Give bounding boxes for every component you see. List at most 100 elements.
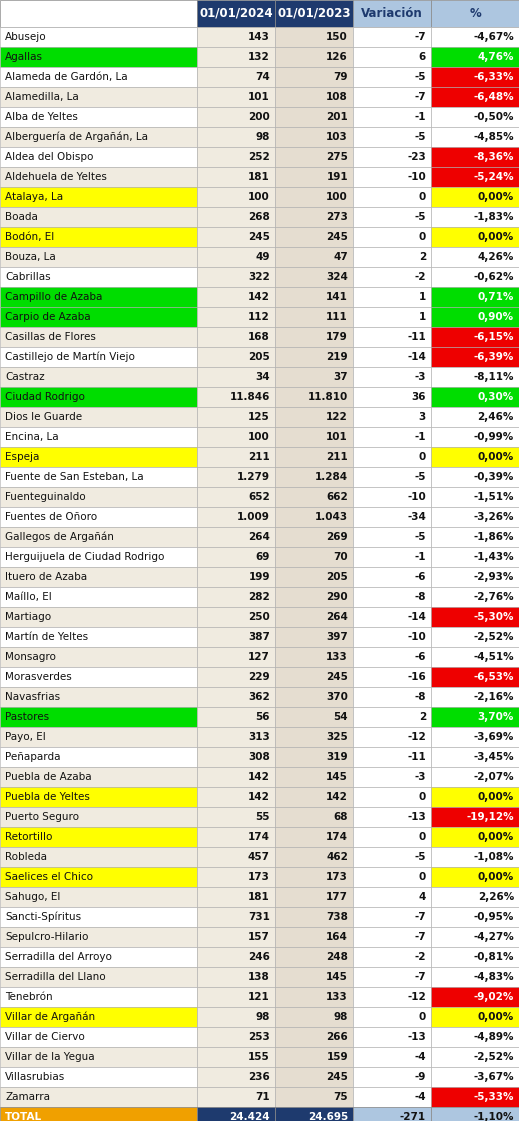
- Bar: [0, 986, 197, 1007]
- Bar: [353, 427, 431, 447]
- Bar: [0, 606, 197, 627]
- Text: 3: 3: [419, 413, 426, 421]
- Text: Pastores: Pastores: [5, 712, 49, 722]
- Text: 0: 0: [419, 192, 426, 202]
- Text: Morasverdes: Morasverdes: [5, 671, 72, 682]
- Text: -0,62%: -0,62%: [473, 272, 514, 282]
- Bar: [353, 807, 431, 827]
- Text: 308: 308: [248, 752, 270, 762]
- Text: 4,76%: 4,76%: [477, 52, 514, 62]
- Text: 0,00%: 0,00%: [478, 192, 514, 202]
- Bar: [353, 767, 431, 787]
- Text: 191: 191: [326, 172, 348, 182]
- Text: 652: 652: [248, 492, 270, 502]
- Bar: [275, 487, 353, 507]
- Text: -34: -34: [407, 512, 426, 522]
- Bar: [197, 67, 275, 87]
- Bar: [431, 606, 519, 627]
- Text: 253: 253: [248, 1032, 270, 1043]
- Bar: [0, 447, 197, 467]
- Bar: [0, 267, 197, 287]
- Bar: [197, 527, 275, 547]
- Bar: [353, 226, 431, 247]
- Text: 457: 457: [248, 852, 270, 862]
- Text: Agallas: Agallas: [5, 52, 43, 62]
- Text: 122: 122: [326, 413, 348, 421]
- Text: -9: -9: [415, 1072, 426, 1082]
- Bar: [431, 947, 519, 967]
- Bar: [197, 1087, 275, 1108]
- Text: -2,16%: -2,16%: [473, 692, 514, 702]
- Bar: [431, 907, 519, 927]
- Bar: [0, 767, 197, 787]
- Text: 370: 370: [326, 692, 348, 702]
- Text: Casillas de Flores: Casillas de Flores: [5, 332, 96, 342]
- Bar: [431, 867, 519, 887]
- Bar: [431, 1007, 519, 1027]
- Text: -8,11%: -8,11%: [473, 372, 514, 382]
- Text: -13: -13: [407, 1032, 426, 1043]
- Bar: [353, 447, 431, 467]
- Bar: [197, 407, 275, 427]
- Bar: [353, 667, 431, 687]
- Bar: [275, 47, 353, 67]
- Text: 0: 0: [419, 872, 426, 882]
- Bar: [353, 1108, 431, 1121]
- Bar: [197, 707, 275, 728]
- Text: -5,33%: -5,33%: [473, 1092, 514, 1102]
- Text: -7: -7: [414, 972, 426, 982]
- Bar: [431, 387, 519, 407]
- Text: 133: 133: [326, 992, 348, 1002]
- Bar: [0, 687, 197, 707]
- Bar: [0, 527, 197, 547]
- Text: 101: 101: [326, 432, 348, 442]
- Bar: [353, 247, 431, 267]
- Text: -4,89%: -4,89%: [473, 1032, 514, 1043]
- Text: 0,00%: 0,00%: [478, 452, 514, 462]
- Bar: [197, 767, 275, 787]
- Bar: [353, 867, 431, 887]
- Bar: [431, 267, 519, 287]
- Text: Herguijuela de Ciudad Rodrigo: Herguijuela de Ciudad Rodrigo: [5, 552, 165, 562]
- Bar: [275, 407, 353, 427]
- Bar: [431, 307, 519, 327]
- Text: -5: -5: [415, 212, 426, 222]
- Bar: [0, 907, 197, 927]
- Bar: [353, 87, 431, 106]
- Bar: [0, 1007, 197, 1027]
- Text: -0,81%: -0,81%: [473, 952, 514, 962]
- Text: -19,12%: -19,12%: [467, 812, 514, 822]
- Bar: [353, 986, 431, 1007]
- Text: TOTAL: TOTAL: [5, 1112, 42, 1121]
- Text: Variación: Variación: [361, 7, 423, 20]
- Text: 211: 211: [326, 452, 348, 462]
- Text: 127: 127: [248, 652, 270, 663]
- Text: Bodón, El: Bodón, El: [5, 232, 54, 242]
- Bar: [275, 887, 353, 907]
- Bar: [197, 27, 275, 47]
- Bar: [275, 1067, 353, 1087]
- Bar: [275, 348, 353, 367]
- Bar: [0, 427, 197, 447]
- Bar: [353, 47, 431, 67]
- Bar: [431, 287, 519, 307]
- Text: 100: 100: [248, 192, 270, 202]
- Text: -9,02%: -9,02%: [474, 992, 514, 1002]
- Text: 4: 4: [419, 892, 426, 902]
- Bar: [0, 867, 197, 887]
- Text: Puebla de Yeltes: Puebla de Yeltes: [5, 793, 90, 802]
- Text: 24.424: 24.424: [229, 1112, 270, 1121]
- Text: Gallegos de Argañán: Gallegos de Argañán: [5, 531, 114, 543]
- Text: 98: 98: [334, 1012, 348, 1022]
- Text: 0,00%: 0,00%: [478, 232, 514, 242]
- Bar: [197, 687, 275, 707]
- Bar: [431, 667, 519, 687]
- Bar: [275, 267, 353, 287]
- Text: -1: -1: [415, 552, 426, 562]
- Text: 49: 49: [255, 252, 270, 262]
- Bar: [431, 407, 519, 427]
- Text: -8,36%: -8,36%: [473, 152, 514, 163]
- Text: Dios le Guarde: Dios le Guarde: [5, 413, 82, 421]
- Bar: [0, 707, 197, 728]
- Text: 325: 325: [326, 732, 348, 742]
